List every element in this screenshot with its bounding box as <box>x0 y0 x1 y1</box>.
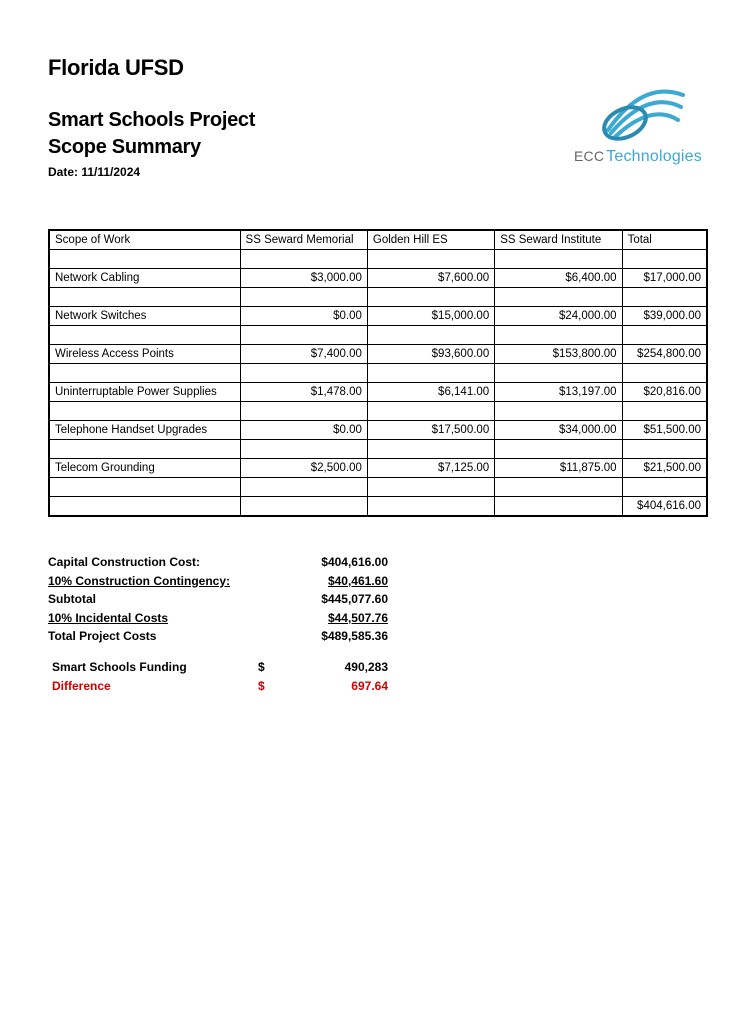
spacer-row <box>49 250 707 269</box>
difference-currency: $ <box>258 677 288 696</box>
col-site-3: SS Seward Institute <box>495 230 622 250</box>
grand-total-row: $404,616.00 <box>49 497 707 517</box>
row-label: Telecom Grounding <box>49 459 240 478</box>
project-title-2: Scope Summary <box>48 136 255 159</box>
row-label: Wireless Access Points <box>49 345 240 364</box>
cell-value: $0.00 <box>240 421 367 440</box>
summary-label: 10% Construction Contingency: <box>48 572 258 591</box>
project-title-1: Smart Schools Project <box>48 109 255 132</box>
summary-row: Capital Construction Cost: $404,616.00 <box>48 553 468 572</box>
col-site-1: SS Seward Memorial <box>240 230 367 250</box>
cell-value: $7,600.00 <box>367 269 494 288</box>
summary-row: 10% Incidental Costs $44,507.76 <box>48 609 468 628</box>
cell-total: $17,000.00 <box>622 269 707 288</box>
grand-total-value: $404,616.00 <box>622 497 707 517</box>
row-label: Network Cabling <box>49 269 240 288</box>
spacer-row <box>49 288 707 307</box>
summary-label: Total Project Costs <box>48 627 258 646</box>
summary-value: $44,507.76 <box>288 609 388 628</box>
ecc-logo-icon <box>563 75 713 145</box>
spacer-row <box>49 402 707 421</box>
table-row: Network Cabling$3,000.00$7,600.00$6,400.… <box>49 269 707 288</box>
cell-value: $34,000.00 <box>495 421 622 440</box>
cell-total: $254,800.00 <box>622 345 707 364</box>
row-label: Telephone Handset Upgrades <box>49 421 240 440</box>
summary-value: $445,077.60 <box>288 590 388 609</box>
funding-label: Smart Schools Funding <box>48 658 258 677</box>
summary-row: Total Project Costs $489,585.36 <box>48 627 468 646</box>
table-row: Telecom Grounding$2,500.00$7,125.00$11,8… <box>49 459 707 478</box>
logo-text: ECCTechnologies <box>563 148 713 166</box>
cell-value: $1,478.00 <box>240 383 367 402</box>
row-label: Network Switches <box>49 307 240 326</box>
cell-value: $15,000.00 <box>367 307 494 326</box>
summary-row: 10% Construction Contingency: $40,461.60 <box>48 572 468 591</box>
cell-value: $2,500.00 <box>240 459 367 478</box>
table-row: Telephone Handset Upgrades$0.00$17,500.0… <box>49 421 707 440</box>
table-header-row: Scope of Work SS Seward Memorial Golden … <box>49 230 707 250</box>
logo-prefix: ECC <box>574 148 604 164</box>
cell-total: $39,000.00 <box>622 307 707 326</box>
logo-suffix: Technologies <box>606 148 702 165</box>
row-label: Uninterruptable Power Supplies <box>49 383 240 402</box>
cell-value: $153,800.00 <box>495 345 622 364</box>
summary-label: 10% Incidental Costs <box>48 609 258 628</box>
cell-value: $3,000.00 <box>240 269 367 288</box>
scope-table: Scope of Work SS Seward Memorial Golden … <box>48 229 708 517</box>
cell-value: $0.00 <box>240 307 367 326</box>
funding-currency: $ <box>258 658 288 677</box>
difference-row: Difference $ 697.64 <box>48 677 468 696</box>
spacer-row <box>49 364 707 383</box>
cell-value: $7,400.00 <box>240 345 367 364</box>
cell-value: $6,400.00 <box>495 269 622 288</box>
cell-total: $51,500.00 <box>622 421 707 440</box>
cell-value: $93,600.00 <box>367 345 494 364</box>
table-row: Uninterruptable Power Supplies$1,478.00$… <box>49 383 707 402</box>
cell-value: $13,197.00 <box>495 383 622 402</box>
spacer-row <box>49 440 707 459</box>
summary-value: $40,461.60 <box>288 572 388 591</box>
cell-value: $11,875.00 <box>495 459 622 478</box>
funding-value: 490,283 <box>288 658 388 677</box>
org-name: Florida UFSD <box>48 55 255 81</box>
cell-total: $20,816.00 <box>622 383 707 402</box>
difference-value: 697.64 <box>288 677 388 696</box>
col-total: Total <box>622 230 707 250</box>
cell-value: $6,141.00 <box>367 383 494 402</box>
col-scope: Scope of Work <box>49 230 240 250</box>
summary-label: Capital Construction Cost: <box>48 553 258 572</box>
difference-label: Difference <box>48 677 258 696</box>
spacer-row <box>49 326 707 345</box>
date-line: Date: 11/11/2024 <box>48 165 255 179</box>
summary-value: $489,585.36 <box>288 627 388 646</box>
cell-value: $24,000.00 <box>495 307 622 326</box>
table-row: Network Switches$0.00$15,000.00$24,000.0… <box>49 307 707 326</box>
cell-value: $7,125.00 <box>367 459 494 478</box>
spacer-row <box>49 478 707 497</box>
cost-summary: Capital Construction Cost:$404,616.0010%… <box>48 553 468 695</box>
col-site-2: Golden Hill ES <box>367 230 494 250</box>
summary-row: Subtotal $445,077.60 <box>48 590 468 609</box>
summary-value: $404,616.00 <box>288 553 388 572</box>
cell-total: $21,500.00 <box>622 459 707 478</box>
company-logo: ECCTechnologies <box>563 75 713 166</box>
summary-label: Subtotal <box>48 590 258 609</box>
funding-row: Smart Schools Funding $ 490,283 <box>48 658 468 677</box>
table-row: Wireless Access Points$7,400.00$93,600.0… <box>49 345 707 364</box>
cell-value: $17,500.00 <box>367 421 494 440</box>
